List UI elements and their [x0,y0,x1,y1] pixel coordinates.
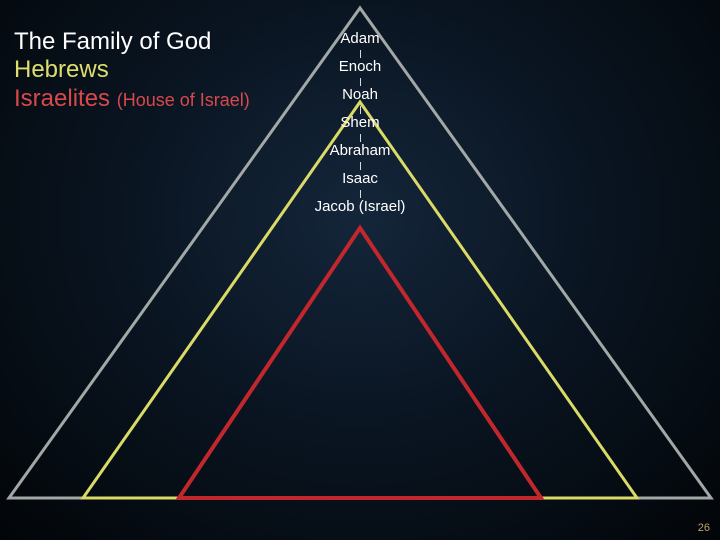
genealogy-name: Jacob (Israel) [315,198,406,215]
genealogy-name: Enoch [339,58,382,75]
genealogy-name: Adam [340,30,379,47]
genealogy-row: Abraham [0,142,720,160]
genealogy-row: Shem [0,114,720,132]
genealogy-name: Noah [342,86,378,103]
genealogy-name: Abraham [330,142,391,159]
genealogy-row: Adam [0,30,720,48]
genealogy-row: Isaac [0,170,720,188]
inner-triangle [179,228,541,498]
genealogy-row: Enoch [0,58,720,76]
genealogy-name: Shem [340,114,379,131]
page-number: 26 [698,522,710,534]
genealogy-row: Jacob (Israel) [0,198,720,216]
genealogy-row: Noah [0,86,720,104]
genealogy-name: Isaac [342,170,378,187]
